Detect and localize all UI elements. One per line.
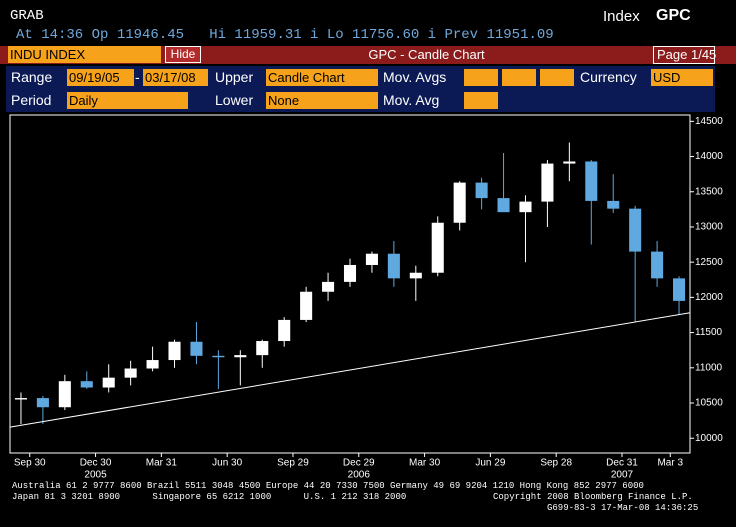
candle-body bbox=[190, 341, 203, 356]
hide-button[interactable]: Hide bbox=[165, 46, 201, 63]
lower-select[interactable]: None bbox=[266, 92, 378, 109]
page: Page 1/45 bbox=[653, 46, 716, 64]
upper-label: Upper bbox=[215, 69, 254, 85]
trendline bbox=[9, 312, 691, 428]
candle-body bbox=[168, 341, 181, 361]
x-tick-label: Sep 28 bbox=[540, 458, 572, 469]
candle-body bbox=[497, 198, 510, 213]
x-tick-label: Mar 31 bbox=[146, 458, 178, 469]
x-tick-label: Dec 29 bbox=[343, 458, 375, 469]
candle-body bbox=[453, 182, 466, 223]
candle-body bbox=[607, 200, 620, 209]
dash: - bbox=[135, 69, 140, 85]
range-label: Range bbox=[11, 69, 53, 85]
end-date[interactable]: 03/17/08 bbox=[143, 69, 208, 86]
candle-body bbox=[673, 278, 686, 301]
candle-body bbox=[475, 182, 488, 199]
candle-body bbox=[563, 161, 576, 164]
mov-avg-label: Mov. Avg bbox=[383, 92, 440, 108]
y-tick-label: 13500 bbox=[695, 186, 723, 197]
candle-body bbox=[300, 291, 313, 320]
candle-body bbox=[256, 341, 269, 356]
code: GPC bbox=[656, 7, 691, 24]
candle-body bbox=[387, 253, 400, 279]
mov-avg-lower[interactable] bbox=[464, 92, 498, 109]
candle-body bbox=[431, 222, 444, 273]
x-tick-label: Mar 30 bbox=[409, 458, 441, 469]
ticker[interactable]: INDU INDEX bbox=[8, 46, 161, 63]
candle-body bbox=[146, 360, 159, 369]
candle-body bbox=[343, 264, 357, 282]
footer-line2-right: Copyright 2008 Bloomberg Finance L.P. bbox=[493, 492, 693, 502]
x-tick-label: Sep 30 bbox=[14, 458, 46, 469]
lower-label: Lower bbox=[215, 92, 254, 108]
year-label: 2006 bbox=[348, 470, 371, 481]
candle-body bbox=[234, 355, 247, 358]
y-tick-label: 11500 bbox=[695, 327, 723, 338]
x-tick-label: Sep 29 bbox=[277, 458, 309, 469]
candle-body bbox=[409, 272, 422, 279]
candle-body bbox=[36, 398, 49, 408]
x-tick-label: Jun 29 bbox=[475, 458, 505, 469]
candle-body bbox=[629, 208, 642, 252]
candle-body bbox=[212, 355, 225, 358]
footer-line2-left: Japan 81 3 3201 8900 Singapore 65 6212 1… bbox=[12, 492, 407, 502]
candle-body bbox=[124, 368, 137, 378]
candle-body bbox=[365, 253, 378, 265]
x-tick-label: Dec 31 bbox=[606, 458, 638, 469]
candle-body bbox=[519, 201, 532, 213]
year-label: 2007 bbox=[611, 470, 634, 481]
footer-line3: G699-83-3 17-Mar-08 14:36:25 bbox=[547, 503, 699, 513]
security-type: Index bbox=[603, 8, 640, 25]
candle-body bbox=[541, 163, 554, 202]
y-tick-label: 11000 bbox=[695, 362, 723, 373]
mov-avg-3[interactable] bbox=[540, 69, 574, 86]
candle-body bbox=[585, 161, 598, 201]
currency-label: Currency bbox=[580, 69, 637, 85]
x-tick-label: Jun 30 bbox=[212, 458, 242, 469]
currency-select[interactable]: USD bbox=[651, 69, 713, 86]
y-tick-label: 14500 bbox=[695, 116, 723, 127]
candle-body bbox=[58, 381, 71, 408]
mov-avgs-label: Mov. Avgs bbox=[383, 69, 447, 85]
y-tick-label: 13000 bbox=[695, 222, 723, 233]
function: GRAB bbox=[10, 8, 44, 24]
period-select[interactable]: Daily bbox=[67, 92, 188, 109]
mov-avg-2[interactable] bbox=[502, 69, 536, 86]
period-label: Period bbox=[11, 92, 52, 108]
candle-body bbox=[102, 377, 115, 388]
y-tick-label: 12500 bbox=[695, 257, 723, 268]
y-tick-label: 10000 bbox=[695, 433, 723, 444]
candle-body bbox=[278, 319, 291, 342]
footer-line1: Australia 61 2 9777 8600 Brazil 5511 304… bbox=[12, 481, 644, 491]
candle-body bbox=[651, 251, 664, 279]
candle-body bbox=[322, 281, 335, 292]
upper-select[interactable]: Candle Chart bbox=[266, 69, 378, 86]
y-tick-label: 10500 bbox=[695, 398, 723, 409]
y-tick-label: 12000 bbox=[695, 292, 723, 303]
candle-body bbox=[14, 398, 27, 400]
toolbar-title: GPC - Candle Chart bbox=[368, 47, 485, 62]
x-tick-label: Dec 30 bbox=[80, 458, 112, 469]
year-label: 2005 bbox=[84, 470, 107, 481]
quote: At 14:36 Op 11946.45 Hi 11959.31 i Lo 11… bbox=[16, 27, 554, 43]
chart: 10000 10500 11000 11500 12000 12500 13000 13500… bbox=[9, 114, 723, 481]
mov-avg-1[interactable] bbox=[464, 69, 498, 86]
candle-body bbox=[80, 381, 93, 388]
start-date[interactable]: 09/19/05 bbox=[67, 69, 134, 86]
x-tick-label: Mar 3 bbox=[657, 458, 683, 469]
y-tick-label: 14000 bbox=[695, 151, 723, 162]
